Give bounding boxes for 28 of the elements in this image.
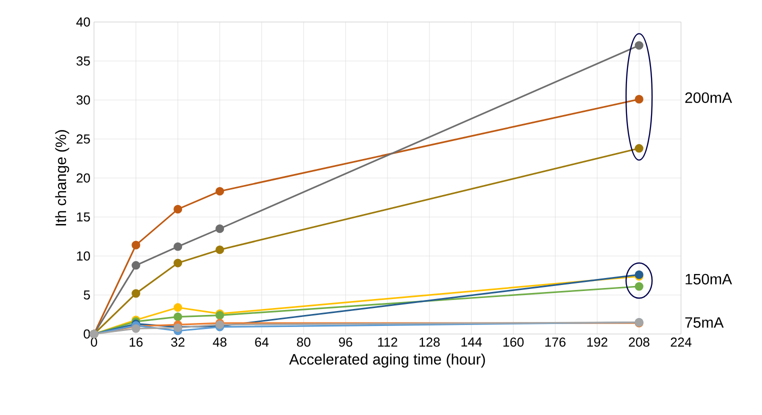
y-tick-label: 40 [76, 17, 90, 27]
x-tick-label: 192 [587, 338, 608, 347]
x-tick-label: 160 [503, 338, 524, 347]
text: 150mA [686, 274, 732, 284]
y-tick-label: 15 [76, 212, 90, 222]
y-axis-title: Ith change (%) [55, 130, 70, 226]
x-tick-label: 48 [212, 338, 226, 347]
text: 200mA [685, 92, 732, 103]
y-tick-label: 35 [76, 56, 90, 66]
y-tick-label: 10 [76, 251, 90, 261]
x-tick-label: 32 [171, 338, 184, 347]
y-tick-label: 20 [76, 173, 90, 183]
x-tick-label: 16 [130, 338, 143, 347]
y-tick-label: 25 [76, 134, 90, 144]
x-axis-title: Accelerated aging time (hour) [289, 354, 485, 368]
x-tick-label: 208 [628, 338, 650, 347]
x-tick-label: 224 [670, 338, 692, 347]
x-tick-label: 96 [338, 338, 352, 347]
text: 75mA [685, 317, 724, 328]
y-tick-label: 0 [84, 329, 90, 339]
x-tick-label: 64 [255, 338, 269, 347]
y-tick-label: 30 [76, 95, 90, 105]
x-tick-label: 112 [378, 338, 398, 347]
x-tick-label: 144 [462, 338, 482, 346]
x-tick-label: 176 [545, 338, 566, 347]
y-tick-label: 5 [84, 290, 90, 300]
x-tick-label: 128 [420, 338, 440, 347]
x-tick-label: 80 [296, 338, 310, 347]
